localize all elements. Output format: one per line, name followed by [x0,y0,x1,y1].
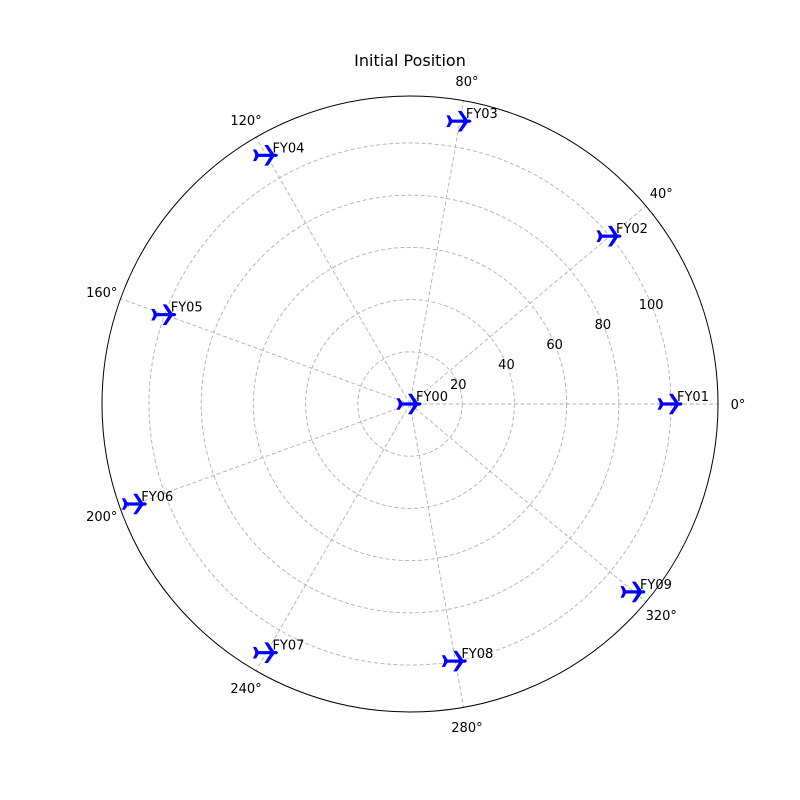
angular-grid-line [255,403,411,671]
aircraft-point: FY08 [441,647,493,672]
aircraft-label: FY08 [461,647,493,662]
angular-grid-line [409,403,464,708]
polar-frame [101,95,719,713]
theta-tick-label: 40° [650,187,673,202]
aircraft-point: FY04 [252,141,304,166]
r-tick-label: 60 [546,338,563,353]
angular-grid-line [120,403,411,510]
angular-grid-line [409,100,464,405]
theta-tick-label: 320° [646,609,677,624]
airplane-icon [252,145,278,166]
aircraft-label: FY02 [616,222,648,237]
aircraft-point: FY09 [620,578,672,603]
r-tick-label: 100 [639,298,664,313]
axis-tick-labels: 0° 40° 80° 120° 160° 200° 240° 280° 320° 20 40 60 80… [86,75,745,736]
theta-tick-label: 240° [230,682,261,697]
airplane-icon [441,650,467,672]
aircraft-markers: FY00 FY01 FY02 FY03 FY04 FY05 FY06 FY07 FY08 FY09 [121,107,709,672]
aircraft-label: FY03 [466,107,498,122]
aircraft-point: FY01 [657,390,709,415]
chart-title: Initial Position [354,51,466,70]
angular-grid-line [409,403,647,603]
r-tick-label: 20 [450,378,467,393]
aircraft-point: FY03 [446,107,498,132]
theta-tick-label: 280° [451,721,482,736]
r-tick-label: 40 [498,358,515,373]
r-tick-label: 80 [595,318,612,333]
aircraft-label: FY01 [677,390,709,405]
airplane-icon [446,110,472,132]
aircraft-point: FY02 [596,222,648,247]
angular-grid-line [255,137,411,405]
airplane-icon [396,393,422,415]
aircraft-point: FY07 [252,639,304,664]
aircraft-point: FY00 [396,390,448,415]
theta-tick-label: 0° [731,398,746,413]
theta-tick-label: 80° [455,75,478,90]
theta-tick-label: 160° [86,286,117,301]
aircraft-point: FY06 [121,490,173,515]
aircraft-label: FY07 [272,639,304,654]
theta-tick-label: 120° [230,114,261,129]
airplane-icon [596,225,622,247]
aircraft-label: FY09 [640,578,672,593]
angular-grid-line [409,205,647,405]
aircraft-label: FY00 [416,390,448,405]
aircraft-label: FY05 [171,301,203,316]
theta-tick-label: 200° [86,510,117,525]
airplane-icon [121,493,147,515]
airplane-icon [151,304,177,326]
airplane-icon [657,393,683,415]
aircraft-label: FY04 [272,141,304,156]
aircraft-label: FY06 [141,490,173,505]
airplane-icon [620,581,646,603]
airplane-icon [252,642,278,664]
aircraft-point: FY05 [151,301,203,326]
